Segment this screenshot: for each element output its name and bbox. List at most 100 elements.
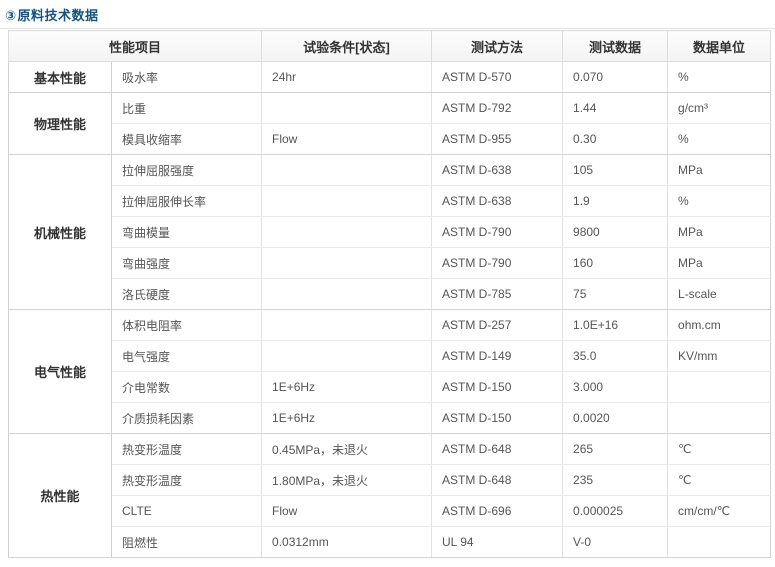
cell-condition: 24hr — [261, 61, 433, 93]
cell-item: 吸水率 — [110, 61, 263, 93]
cell-unit: L-scale — [667, 278, 772, 310]
cell-method: ASTM D-638 — [431, 185, 564, 217]
cell-item: 拉伸屈服强度 — [110, 154, 263, 186]
cell-value: 235 — [562, 464, 669, 496]
cell-condition: Flow — [261, 495, 433, 527]
table-row: 介电常数 1E+6Hz ASTM D-150 3.000 — [9, 371, 772, 403]
cell-method: ASTM D-696 — [431, 495, 564, 527]
cell-condition: 1E+6Hz — [261, 402, 433, 434]
cell-condition — [261, 340, 433, 372]
cell-value: 160 — [562, 247, 669, 279]
cell-item: 介质损耗因素 — [110, 402, 263, 434]
table-row: 基本性能 吸水率 24hr ASTM D-570 0.070% — [8, 61, 772, 93]
cell-method: ASTM D-150 — [431, 371, 564, 403]
cell-method: UL 94 — [431, 526, 564, 558]
page-title: ③原料技术数据 — [0, 0, 775, 29]
cell-value: 0.000025 — [562, 495, 669, 527]
cell-method: ASTM D-790 — [431, 216, 564, 248]
cell-item: 模具收缩率 — [110, 123, 263, 155]
header-performance-item: 性能项目 — [7, 30, 263, 62]
cell-value: 0.070 — [562, 61, 669, 93]
page-title-text: 原料技术数据 — [17, 8, 99, 23]
cell-value: 9800 — [562, 216, 669, 248]
cell-condition: 1E+6Hz — [261, 371, 433, 403]
table-row: 机械性能 拉伸屈服强度 ASTM D-638 105 MPa — [8, 154, 772, 310]
cell-value: 75 — [562, 278, 669, 310]
cell-item: 热变形温度 — [110, 433, 263, 465]
cell-method: ASTM D-150 — [431, 402, 564, 434]
table-row: 热性能 热变形温度 0.45MPa，未退火 ASTM D-648 265 ℃ — [8, 433, 772, 558]
cell-unit: ℃ — [667, 464, 772, 496]
cell-item: 比重 — [110, 92, 263, 124]
cell-condition: Flow — [261, 123, 433, 155]
row-group-label: 物理性能 — [8, 92, 112, 155]
table-row: 热变形温度 1.80MPa，未退火 ASTM D-648 235 ℃ — [9, 464, 772, 496]
cell-condition — [261, 92, 433, 124]
cell-unit: % — [667, 61, 772, 93]
cell-unit: % — [667, 123, 772, 155]
cell-method: ASTM D-785 — [431, 278, 564, 310]
table-row: 弯曲强度 ASTM D-790 160 MPa — [9, 247, 772, 279]
cell-value: 265 — [562, 433, 669, 465]
cell-method: ASTM D-955 — [431, 123, 564, 155]
cell-unit: MPa — [667, 216, 772, 248]
cell-item: 阻燃性 — [110, 526, 263, 558]
cell-unit: MPa — [667, 154, 772, 186]
cell-unit: ℃ — [667, 433, 772, 465]
table-row: 弯曲模量 ASTM D-790 9800 MPa — [9, 216, 772, 248]
cell-value: 1.9 — [562, 185, 669, 217]
cell-value: V-0 — [562, 526, 669, 558]
cell-value: 1.0E+16 — [562, 309, 669, 341]
cell-method: ASTM D-149 — [431, 340, 564, 372]
cell-condition: 0.0312mm — [261, 526, 433, 558]
table-row: CLTE Flow ASTM D-696 0.000025 cm/cm/℃ — [9, 495, 772, 527]
table-header: 性能项目 试验条件[状态] 测试方法 测试数据 数据单位 — [7, 30, 772, 62]
table-row: 阻燃性 0.0312mm UL 94 V-0 — [9, 526, 772, 558]
cell-unit: ohm.cm — [667, 309, 772, 341]
cell-value: 3.000 — [562, 371, 669, 403]
cell-method: ASTM D-648 — [431, 433, 564, 465]
table-row: 洛氏硬度 ASTM D-785 75 L-scale — [9, 278, 772, 310]
material-data-table: 性能项目 试验条件[状态] 测试方法 测试数据 数据单位 基本性能 吸水率 24hr… — [7, 30, 772, 558]
row-group-label: 基本性能 — [8, 61, 112, 93]
cell-unit — [667, 526, 772, 558]
cell-item: 弯曲强度 — [110, 247, 263, 279]
cell-value: 0.30 — [562, 123, 669, 155]
cell-item: 介电常数 — [110, 371, 263, 403]
circled-number-icon: ③ — [5, 8, 17, 23]
table-body: 基本性能 吸水率 24hr ASTM D-570 0.070% 物理性能 比重 ASTM D-… — [8, 61, 772, 558]
cell-item: 洛氏硬度 — [110, 278, 263, 310]
table-row: 模具收缩率 Flow ASTM D-955 0.30% — [9, 123, 772, 155]
cell-value: 35.0 — [562, 340, 669, 372]
cell-item: CLTE — [110, 495, 263, 527]
cell-condition — [261, 185, 433, 217]
header-test-method: 测试方法 — [431, 30, 564, 62]
cell-value: 1.44 — [562, 92, 669, 124]
cell-unit: cm/cm/℃ — [667, 495, 772, 527]
table-row: 介质损耗因素 1E+6Hz ASTM D-150 0.0020 — [9, 402, 772, 434]
cell-condition — [261, 154, 433, 186]
cell-condition — [261, 216, 433, 248]
cell-method: ASTM D-570 — [431, 61, 564, 93]
cell-method: ASTM D-648 — [431, 464, 564, 496]
cell-unit: g/cm³ — [667, 92, 772, 124]
cell-unit: % — [667, 185, 772, 217]
cell-method: ASTM D-790 — [431, 247, 564, 279]
cell-unit — [667, 371, 772, 403]
cell-condition — [261, 309, 433, 341]
cell-item: 电气强度 — [110, 340, 263, 372]
cell-condition — [261, 278, 433, 310]
row-group-label: 机械性能 — [8, 154, 112, 310]
cell-item: 体积电阻率 — [110, 309, 263, 341]
cell-unit: KV/mm — [667, 340, 772, 372]
cell-method: ASTM D-638 — [431, 154, 564, 186]
header-data-unit: 数据单位 — [667, 30, 772, 62]
header-row: 性能项目 试验条件[状态] 测试方法 测试数据 数据单位 — [7, 30, 772, 62]
cell-condition: 0.45MPa，未退火 — [261, 433, 433, 465]
cell-method: ASTM D-792 — [431, 92, 564, 124]
table-row: 电气强度 ASTM D-149 35.0 KV/mm — [9, 340, 772, 372]
row-group-label: 电气性能 — [8, 309, 112, 434]
cell-item: 热变形温度 — [110, 464, 263, 496]
table-row: 电气性能 体积电阻率 ASTM D-257 1.0E+16 ohm.cm — [8, 309, 772, 434]
